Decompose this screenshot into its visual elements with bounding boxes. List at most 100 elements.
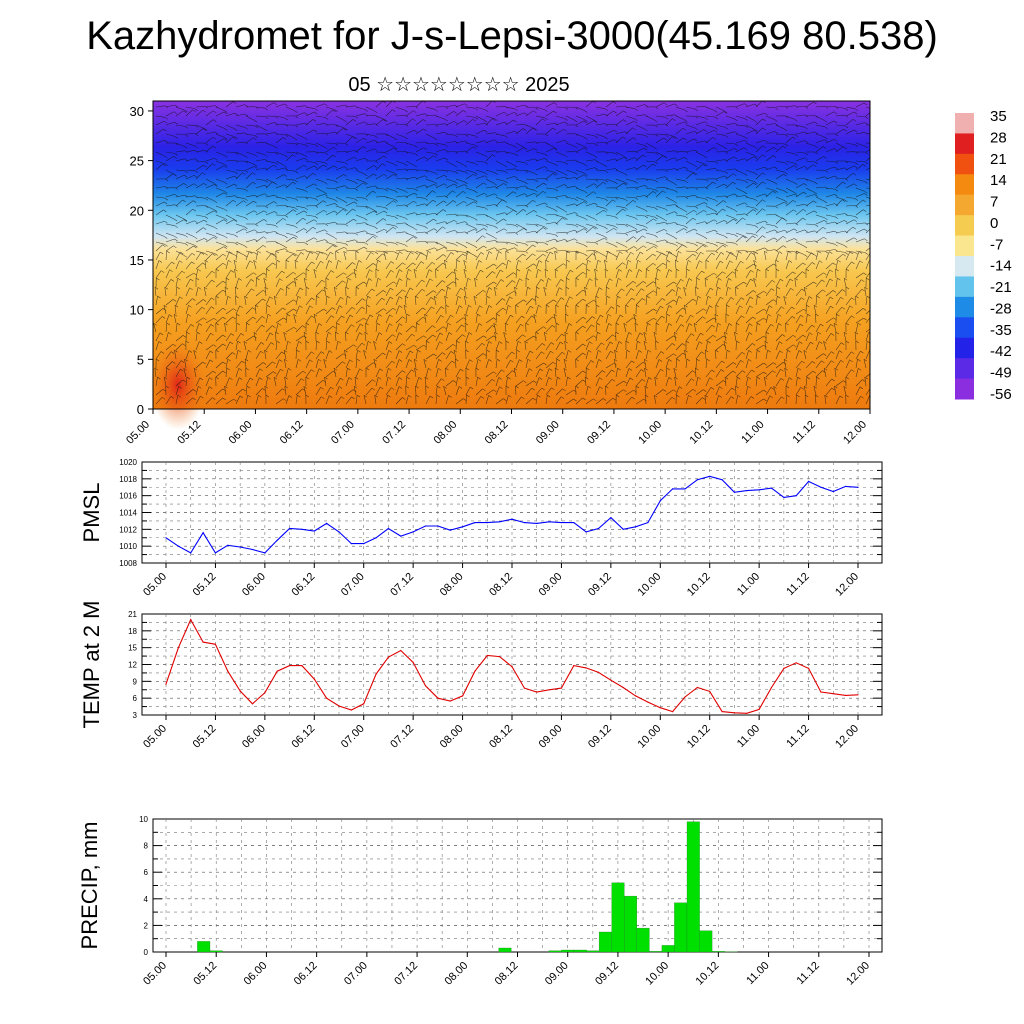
- wind-barb: [655, 190, 663, 198]
- wind-barb-flag: [523, 147, 528, 150]
- wind-barb: [535, 178, 546, 180]
- wind-barb-flag: [781, 396, 785, 400]
- wind-barb-flag: [624, 198, 628, 202]
- wind-barb: [665, 335, 674, 342]
- wind-barb-flag: [815, 394, 819, 398]
- wind-barb: [255, 219, 264, 225]
- wind-barb: [185, 389, 194, 396]
- wind-barb: [184, 359, 187, 369]
- wind-barb: [335, 353, 344, 360]
- wind-barb-flag: [875, 132, 878, 134]
- wind-barb: [595, 232, 605, 237]
- wind-barb-flag: [492, 118, 496, 121]
- wind-barb-flag: [190, 278, 194, 282]
- wind-barb-flag: [294, 253, 298, 256]
- wind-barb: [385, 387, 392, 396]
- wind-barb: [195, 164, 204, 171]
- wind-barb-flag: [589, 341, 593, 344]
- wind-barb: [405, 345, 414, 351]
- wind-barb-flag: [504, 322, 509, 326]
- wind-barb: [865, 178, 870, 181]
- wind-barb-flag: [183, 219, 188, 222]
- wind-barb: [343, 251, 347, 261]
- wind-barb-flag: [724, 376, 729, 380]
- wind-barb: [375, 308, 384, 315]
- wind-barb-flag: [484, 122, 488, 126]
- wind-barb: [395, 269, 400, 279]
- wind-barb-flag: [873, 245, 876, 247]
- wind-barb-flag: [783, 173, 787, 177]
- wind-barb-flag: [259, 368, 263, 372]
- wind-barb: [475, 245, 484, 252]
- wind-barb: [805, 332, 810, 342]
- wind-barb-flag: [269, 296, 273, 300]
- wind-barb: [305, 165, 315, 171]
- wind-barb-flag: [684, 349, 688, 353]
- wind-barb-flag: [416, 322, 420, 326]
- wind-barb: [625, 127, 633, 135]
- wind-barb: [565, 323, 570, 333]
- wind-barb: [235, 350, 239, 360]
- wind-barb: [735, 217, 743, 225]
- wind-barb-flag: [738, 251, 742, 254]
- wind-barb: [485, 317, 494, 324]
- wind-barb-flag: [491, 379, 496, 382]
- wind-barb: [675, 314, 681, 324]
- wind-barb-flag: [707, 340, 711, 344]
- wind-barb-flag: [713, 273, 717, 276]
- wind-barb-flag: [367, 295, 371, 299]
- wind-barb: [825, 187, 835, 190]
- wind-barb: [285, 142, 296, 144]
- wind-barb-flag: [324, 229, 328, 233]
- wind-barb-flag: [674, 376, 678, 380]
- wind-barb-flag: [523, 380, 527, 383]
- wind-barb: [725, 214, 735, 219]
- wind-barb-flag: [802, 334, 806, 338]
- wind-barb-flag: [864, 193, 868, 196]
- wind-barb: [675, 151, 686, 153]
- wind-barb: [805, 160, 815, 163]
- wind-barb: [455, 103, 465, 108]
- wind-barb: [725, 123, 735, 126]
- wind-barb: [505, 395, 509, 405]
- wind-barb: [865, 132, 870, 135]
- wind-barb: [865, 157, 870, 162]
- wind-barb: [785, 222, 795, 225]
- wind-barb-flag: [586, 268, 590, 272]
- wind-barb: [295, 175, 305, 180]
- wind-barb-flag: [596, 304, 600, 308]
- wind-barb: [585, 260, 589, 270]
- wind-barb: [255, 236, 264, 243]
- wind-barb-flag: [544, 218, 548, 221]
- wind-barb: [405, 376, 408, 387]
- wind-barb-flag: [303, 386, 307, 389]
- wind-barb-flag: [574, 251, 579, 254]
- wind-barb: [345, 377, 350, 387]
- wind-barb: [515, 253, 523, 261]
- wind-barb-flag: [510, 359, 514, 363]
- wind-barb: [175, 323, 178, 333]
- wind-barb-flag: [840, 296, 844, 300]
- wind-barb-flag: [483, 119, 488, 123]
- wind-barb: [825, 305, 831, 315]
- wind-barb-flag: [606, 295, 611, 299]
- wind-barb-flag: [404, 123, 409, 127]
- wind-barb-flag: [294, 110, 298, 113]
- wind-barb-flag: [734, 268, 739, 272]
- wind-barb-flag: [444, 118, 448, 122]
- wind-barb-flag: [542, 191, 547, 194]
- wind-barb-flag: [374, 251, 379, 255]
- wind-barb: [215, 219, 225, 225]
- wind-barb-flag: [212, 370, 216, 374]
- wind-barb-flag: [193, 245, 197, 249]
- wind-barb-flag: [544, 331, 548, 335]
- wind-barb: [225, 251, 230, 261]
- wind-barb: [795, 262, 803, 270]
- wind-barb-flag: [244, 127, 248, 130]
- wind-barb: [625, 269, 630, 279]
- wind-barb: [215, 370, 223, 378]
- wind-barb-flag: [164, 178, 169, 182]
- wind-barb: [575, 289, 583, 297]
- wind-barb-flag: [774, 166, 778, 170]
- wind-barb: [415, 231, 425, 234]
